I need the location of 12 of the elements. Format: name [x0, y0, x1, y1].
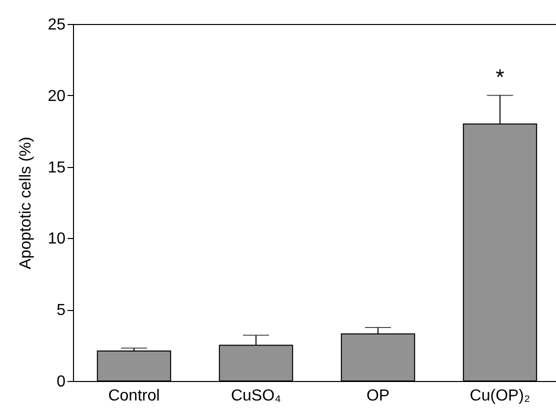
y-tick-label: 5	[56, 302, 66, 320]
y-tick-label: 15	[48, 159, 66, 176]
y-tick-label: 25	[48, 16, 66, 34]
y-tick-label: 0	[56, 374, 66, 390]
x-tick-label: OP	[366, 388, 390, 404]
x-tick-label: Cu(OP)₂	[470, 388, 530, 404]
x-tick-label: CuSO₄	[230, 388, 282, 404]
x-tick-label: Control	[108, 388, 160, 404]
y-axis-title: Apoptotic cells (%)	[18, 136, 35, 270]
y-tick-label: 20	[48, 88, 66, 105]
annotation: *	[496, 64, 505, 90]
y-tick-label: 10	[48, 230, 66, 248]
